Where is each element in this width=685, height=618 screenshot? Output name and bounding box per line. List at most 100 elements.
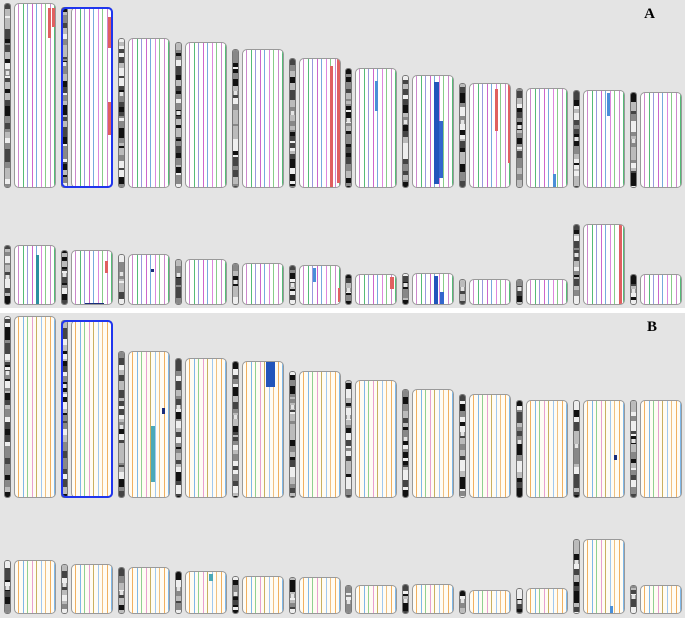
chromosome-8[interactable] <box>402 273 454 305</box>
chromosome-12[interactable] <box>630 274 682 305</box>
chromosome-1[interactable] <box>4 3 56 188</box>
chromosome-10[interactable] <box>516 279 568 305</box>
chromosome-4[interactable] <box>175 571 227 614</box>
chromosome-1[interactable] <box>4 316 56 498</box>
track-feature[interactable] <box>337 59 340 183</box>
chromosome-4[interactable] <box>175 42 227 188</box>
track-feature[interactable] <box>52 8 55 27</box>
chromosome-band <box>517 436 522 440</box>
chromosome-band <box>346 477 351 482</box>
chromosome-5[interactable] <box>232 361 284 498</box>
chromosome-9[interactable] <box>459 590 511 614</box>
chromosome-7[interactable] <box>345 585 397 614</box>
chromosome-4[interactable] <box>175 358 227 498</box>
chromosome-9[interactable] <box>459 279 511 305</box>
chromosome-band <box>574 301 579 304</box>
chromosome-10[interactable] <box>516 400 568 498</box>
track-feature[interactable] <box>313 268 316 282</box>
track-feature[interactable] <box>440 292 444 304</box>
track-feature[interactable] <box>619 225 622 304</box>
chromosome-1[interactable] <box>4 560 56 614</box>
track-feature[interactable] <box>607 93 610 116</box>
track-feature[interactable] <box>48 8 51 38</box>
track-feature[interactable] <box>610 606 613 613</box>
chromosome-12[interactable] <box>630 585 682 614</box>
track-feature[interactable] <box>36 255 39 304</box>
chromosome-band <box>62 413 67 415</box>
chromosome-10[interactable] <box>516 88 568 188</box>
chromosome-8[interactable] <box>402 75 454 188</box>
track-feature[interactable] <box>209 574 213 581</box>
chromosome-2[interactable] <box>61 320 113 498</box>
chromosome-2[interactable] <box>61 250 113 305</box>
track-feature[interactable] <box>434 276 438 304</box>
chromosome-10[interactable] <box>516 588 568 614</box>
chromosome-band <box>346 406 351 408</box>
chromosome-band <box>62 261 67 267</box>
chromosome-9[interactable] <box>459 83 511 188</box>
track-feature[interactable] <box>614 455 617 460</box>
track-feature[interactable] <box>375 81 378 111</box>
track-line <box>107 565 108 613</box>
track-line <box>443 585 444 613</box>
track-feature[interactable] <box>338 288 340 302</box>
chromosome-3[interactable] <box>118 38 170 188</box>
track-line <box>75 8 76 187</box>
track-feature[interactable] <box>108 17 111 48</box>
track-line <box>610 225 611 304</box>
track-feature[interactable] <box>95 613 98 614</box>
chromosome-band <box>403 274 408 276</box>
chromosome-band <box>517 180 522 187</box>
chromosome-6[interactable] <box>289 577 341 614</box>
chromosome-band <box>119 467 124 472</box>
track-line <box>395 586 396 613</box>
track-feature[interactable] <box>330 66 333 187</box>
chromosome-5[interactable] <box>232 576 284 614</box>
track-feature[interactable] <box>439 121 443 178</box>
chromosome-4[interactable] <box>175 259 227 305</box>
chromosome-11[interactable] <box>573 539 625 614</box>
chromosome-7[interactable] <box>345 274 397 305</box>
chromosome-3[interactable] <box>118 254 170 305</box>
centromere <box>290 594 295 598</box>
chromosome-6[interactable] <box>289 371 341 498</box>
chromosome-8[interactable] <box>402 389 454 498</box>
chromosome-12[interactable] <box>630 92 682 188</box>
chromosome-11[interactable] <box>573 90 625 188</box>
track-line <box>623 91 624 187</box>
chromosome-band <box>574 146 579 149</box>
chromosome-3[interactable] <box>118 351 170 498</box>
track-feature[interactable] <box>108 102 111 135</box>
track-line <box>146 255 147 304</box>
chromosome-band <box>62 95 67 101</box>
chromosome-11[interactable] <box>573 224 625 305</box>
chromosome-7[interactable] <box>345 68 397 188</box>
chromosome-8[interactable] <box>402 584 454 614</box>
chromosome-band <box>5 365 10 367</box>
track-feature[interactable] <box>266 362 275 387</box>
chromosome-7[interactable] <box>345 380 397 498</box>
chromosome-band <box>62 70 67 74</box>
chromosome-5[interactable] <box>232 49 284 188</box>
track-line <box>610 540 611 613</box>
chromosome-1[interactable] <box>4 245 56 305</box>
track-feature[interactable] <box>508 84 510 163</box>
chromosome-3[interactable] <box>118 567 170 614</box>
track-feature[interactable] <box>434 82 439 184</box>
track-feature[interactable] <box>553 174 556 187</box>
track-feature[interactable] <box>105 261 108 273</box>
chromosome-11[interactable] <box>573 400 625 498</box>
track-feature[interactable] <box>162 408 165 414</box>
track-feature[interactable] <box>85 303 104 304</box>
track-feature[interactable] <box>495 89 498 131</box>
chromosome-5[interactable] <box>232 263 284 305</box>
track-feature[interactable] <box>151 426 155 482</box>
chromosome-6[interactable] <box>289 265 341 305</box>
track-feature[interactable] <box>151 269 154 272</box>
chromosome-2[interactable] <box>61 564 113 614</box>
chromosome-12[interactable] <box>630 400 682 498</box>
chromosome-9[interactable] <box>459 394 511 498</box>
chromosome-2[interactable] <box>61 7 113 188</box>
chromosome-6[interactable] <box>289 58 341 188</box>
track-feature[interactable] <box>390 277 394 289</box>
